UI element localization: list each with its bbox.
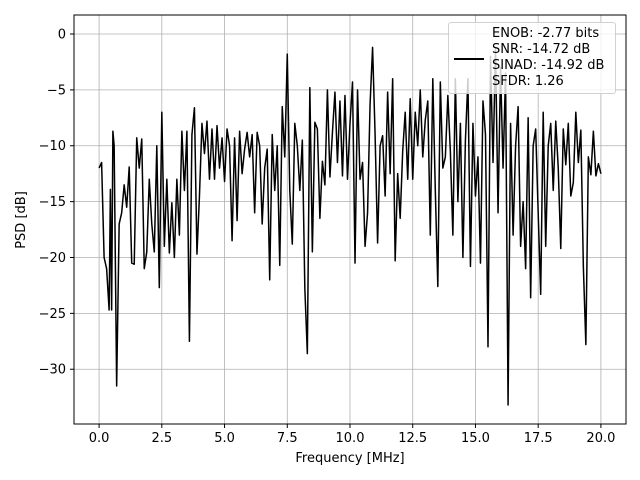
legend-label: ENOB: -2.77 bits SNR: -14.72 dB SINAD: -… [492,26,605,89]
y-tick-label: −20 [39,251,66,266]
x-tick-label: 15.0 [461,431,490,446]
y-tick-label: 0 [58,27,66,42]
x-tick-label: 0.0 [89,431,110,446]
x-tick-label: 17.5 [524,431,553,446]
x-axis-label: Frequency [MHz] [295,451,404,466]
y-tick-label: −30 [39,363,66,378]
y-tick-label: −15 [39,195,66,210]
y-axis-label: PSD [dB] [14,191,29,249]
legend-swatch-box [454,58,484,60]
x-tick-label: 20.0 [586,431,615,446]
x-tick-label: 5.0 [214,431,235,446]
legend: ENOB: -2.77 bits SNR: -14.72 dB SINAD: -… [448,22,616,94]
data-line [98,46,602,406]
y-tick-label: −25 [39,307,66,322]
x-tick-label: 7.5 [277,431,298,446]
x-tick-label: 2.5 [151,431,172,446]
y-tick-label: −10 [39,139,66,154]
x-tick-label: 12.5 [398,431,427,446]
x-tick-label: 10.0 [336,431,365,446]
y-tick-label: −5 [47,83,66,98]
